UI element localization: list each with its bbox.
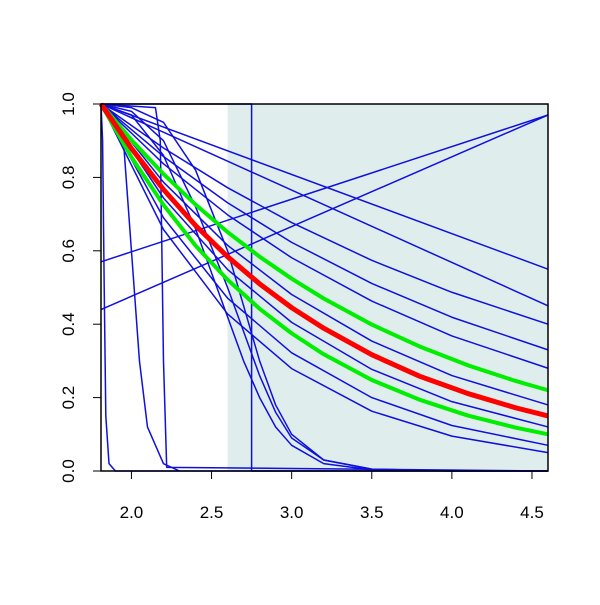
x-tick-label: 4.0 xyxy=(440,503,464,522)
shaded-region xyxy=(227,104,548,471)
y-tick-label: 0.2 xyxy=(59,386,78,410)
y-tick-label: 0.0 xyxy=(59,459,78,483)
series-line xyxy=(100,103,549,447)
series-line xyxy=(100,103,549,369)
series-line xyxy=(100,103,549,307)
series-line xyxy=(100,103,549,270)
series-line xyxy=(99,102,549,393)
x-tick-label: 2.0 xyxy=(120,503,144,522)
series-line xyxy=(100,114,549,311)
y-tick-label: 0.8 xyxy=(59,166,78,190)
y-tick-label: 1.0 xyxy=(59,92,78,116)
y-tick-label: 0.4 xyxy=(59,312,78,336)
series-line xyxy=(100,103,549,472)
series-line xyxy=(100,103,549,454)
series-line xyxy=(100,103,180,472)
y-tick-label: 0.6 xyxy=(59,239,78,263)
series-line xyxy=(98,102,549,419)
series-line xyxy=(100,114,549,263)
series-line xyxy=(99,103,549,437)
series-line xyxy=(100,103,549,428)
series-line xyxy=(100,103,549,325)
plot-frame xyxy=(100,103,549,472)
x-tick-label: 3.0 xyxy=(280,503,304,522)
x-tick-label: 3.5 xyxy=(360,503,384,522)
x-tick-label: 4.5 xyxy=(520,503,544,522)
x-tick-label: 2.5 xyxy=(200,503,224,522)
series-line xyxy=(100,103,549,406)
